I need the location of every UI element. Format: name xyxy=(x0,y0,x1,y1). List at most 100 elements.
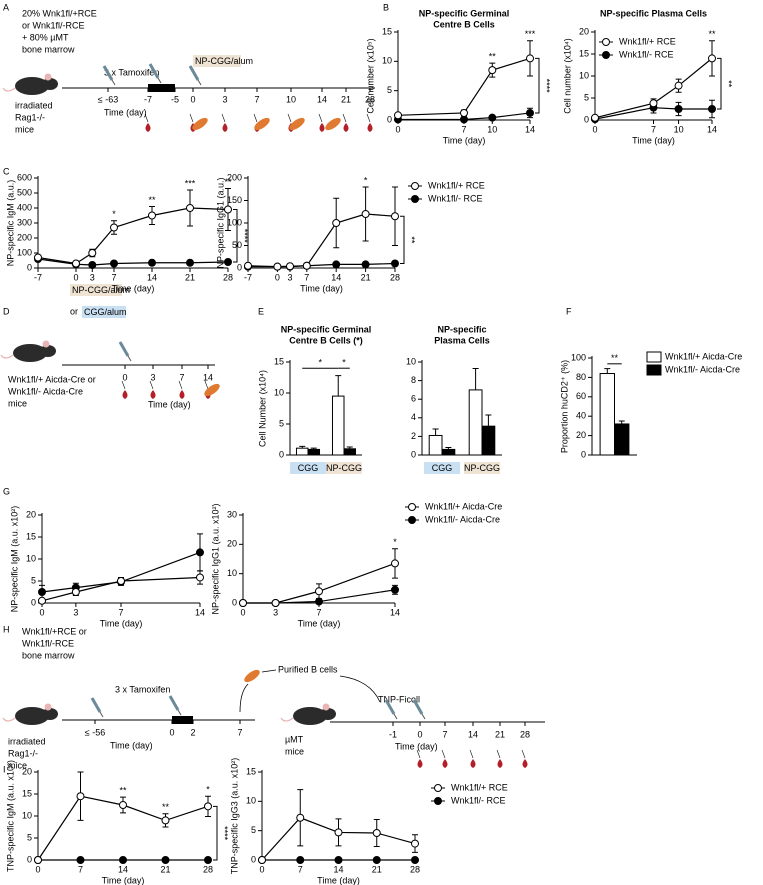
label: Wnk1fl/- Aicda-Cre xyxy=(8,386,83,396)
y-tick-label: 10 xyxy=(274,387,284,397)
chart-title: NP-specific Germinal xyxy=(281,324,372,334)
x-tick-label: 7 xyxy=(651,124,656,134)
syringe-icon xyxy=(102,65,114,81)
bar xyxy=(428,434,443,456)
mouse-icon xyxy=(42,708,58,720)
y-tick-label: 15 xyxy=(22,788,32,798)
data-point xyxy=(296,813,305,822)
error-bar xyxy=(445,447,452,450)
bar xyxy=(614,423,630,456)
legend-label: Wnk1fl/- RCE xyxy=(451,795,506,805)
significance: * xyxy=(393,537,397,547)
data-point xyxy=(110,223,118,232)
y-axis-label: Proportion huCD2⁺ (%) xyxy=(559,360,569,453)
legend-marker xyxy=(434,784,442,792)
data-point xyxy=(674,81,683,90)
timeline-label: 2 xyxy=(190,727,195,737)
data-point xyxy=(148,211,156,220)
y-tick-label: 15 xyxy=(246,766,256,776)
panel-letter: B xyxy=(383,2,389,12)
y-axis-label: NP-specific IgG1 (a.u. x10²) xyxy=(210,503,220,614)
y-tick-label: 20 xyxy=(26,509,36,519)
legend-label: Wnk1fl/- Aicda-Cre xyxy=(425,514,500,524)
timeline-label: 10 xyxy=(286,94,296,104)
timeline-label: 0 xyxy=(169,727,174,737)
bracket xyxy=(400,215,405,264)
mouse-icon xyxy=(2,87,16,92)
syringe-icon xyxy=(90,697,102,713)
blood-drop xyxy=(470,759,476,768)
mouse-icon xyxy=(40,345,56,357)
x-tick-label: 14 xyxy=(118,864,128,874)
y-tick-label: 10 xyxy=(406,356,416,366)
y-tick-label: 5 xyxy=(279,418,284,428)
y-tick-label: 20 xyxy=(579,26,589,36)
label: Wnk1fl/-RCE xyxy=(22,638,74,648)
y-tick-label: 400 xyxy=(17,202,32,212)
arrow xyxy=(121,380,126,390)
category-box xyxy=(326,462,362,474)
legend-marker xyxy=(408,516,416,524)
significance: * xyxy=(112,209,116,219)
y-tick-label: 0 xyxy=(232,597,237,607)
x-tick-label: -7 xyxy=(34,272,42,282)
timeline-label: -5 xyxy=(171,94,179,104)
y-tick-label: 6 xyxy=(411,394,416,404)
label: or xyxy=(70,306,78,316)
arrow xyxy=(287,113,292,123)
bar xyxy=(481,425,496,456)
arrow xyxy=(149,380,154,390)
label: CGG/alum xyxy=(84,307,127,317)
legend-label: Wnk1fl/+ RCE xyxy=(451,782,508,792)
data-point xyxy=(204,802,212,811)
label: Time (day) xyxy=(110,740,153,750)
y-tick-label: 50 xyxy=(232,240,242,250)
series-line xyxy=(243,562,396,604)
spleen-icon xyxy=(325,117,341,131)
timeline-label: 28 xyxy=(520,729,530,739)
x-tick-label: CGG xyxy=(298,463,319,473)
panel-letter: D xyxy=(3,306,10,316)
legend-label: Wnk1fl/+ Aicda-Cre xyxy=(665,351,742,361)
bar xyxy=(599,373,615,456)
chart-title: Plasma Cells xyxy=(434,335,490,345)
data-point xyxy=(273,262,282,271)
arrow xyxy=(178,380,183,390)
timeline-label: ≤ -63 xyxy=(98,94,118,104)
significance: * xyxy=(206,785,210,795)
data-point xyxy=(224,258,232,266)
y-axis-label: Cell number (x10⁴) xyxy=(562,38,572,113)
timeline-label: 0 xyxy=(190,94,195,104)
y-tick-label: 10 xyxy=(26,553,36,563)
x-tick-label: 28 xyxy=(410,864,420,874)
y-tick-label: 0 xyxy=(27,854,32,864)
timeline-label: 3 xyxy=(222,94,227,104)
legend-marker xyxy=(434,797,442,805)
significance: ** xyxy=(162,802,170,812)
data-point xyxy=(391,259,399,268)
label: mice xyxy=(285,746,304,756)
label: 20% Wnk1fl/+RCE xyxy=(22,8,97,18)
significance: ** xyxy=(148,195,156,205)
y-tick-label: 8 xyxy=(411,375,416,385)
y-tick-label: 15 xyxy=(26,531,36,541)
data-point xyxy=(394,111,402,120)
syringe-icon xyxy=(157,77,162,84)
y-axis-label: TNP-specific IgG3 (a.u. x10²) xyxy=(229,758,239,875)
y-tick-label: 500 xyxy=(17,187,32,197)
data-point xyxy=(674,105,683,113)
significance: * xyxy=(364,175,368,185)
mouse-icon xyxy=(44,703,52,711)
x-tick-label: 21 xyxy=(185,272,195,282)
y-axis-label: NP-specific IgM (a.u.) xyxy=(5,180,15,267)
y-tick-label: 10 xyxy=(246,796,256,806)
label: 3 x Tamoxifen xyxy=(115,684,170,694)
significance: ** xyxy=(407,236,417,244)
timeline-label: 0 xyxy=(417,729,422,739)
significance: ** xyxy=(724,80,734,88)
legend-label: Wnk1fl/- Aicda-Cre xyxy=(665,364,740,374)
x-axis-label: Time (day) xyxy=(632,135,675,145)
timeline-label: 7 xyxy=(237,727,242,737)
x-tick-label: 7 xyxy=(316,607,321,617)
x-tick-label: 28 xyxy=(203,864,213,874)
